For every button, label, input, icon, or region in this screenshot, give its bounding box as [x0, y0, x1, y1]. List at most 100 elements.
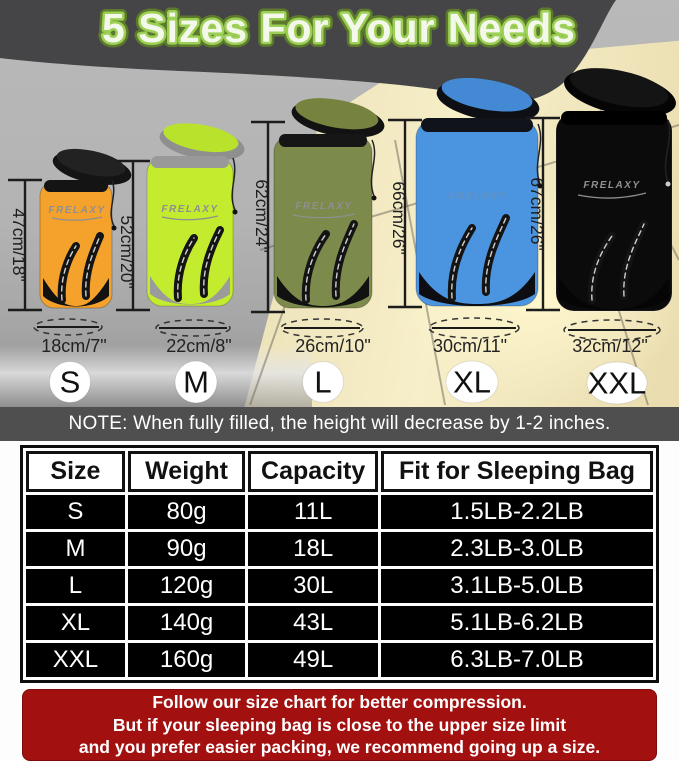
size-badge-xxl [586, 361, 648, 405]
table-header-capacity: Capacity [248, 451, 379, 492]
size-advice-box: Follow our size chart for better compres… [22, 689, 657, 761]
drawstring [370, 139, 376, 197]
brand-logo: FRELAXY [449, 191, 506, 202]
cell-size: S [26, 495, 125, 529]
cord-toggle [371, 195, 377, 201]
note-text: NOTE: When fully filled, the height will… [68, 413, 611, 434]
size-table-section: Size Weight Capacity Fit for Sleeping Ba… [0, 441, 679, 683]
brand-swoosh [292, 213, 356, 219]
brand-logo: FRELAXY [161, 204, 218, 215]
cell-weight: 80g [127, 495, 246, 529]
base-ellipse-l [280, 318, 364, 338]
size-badge-s [49, 361, 91, 403]
cell-size: M [26, 532, 125, 566]
table-header-fit: Fit for Sleeping Bag [381, 451, 653, 492]
bag-collar-xxl [561, 111, 667, 125]
cell-capacity: 43L [248, 606, 379, 640]
size-figure-s: 47cm/18" FRELAXY 18cm/7" [8, 148, 132, 403]
drawstring [536, 123, 542, 185]
advice-line-3: and you prefer easier packing, we recomm… [78, 737, 601, 758]
strap-stitching [177, 237, 195, 299]
bag-lid-l [291, 98, 385, 138]
base-ellipse-m [155, 319, 231, 337]
cell-fit: 6.3LB-7.0LB [381, 643, 653, 677]
table-row-xl: XL 140g 43L 5.1LB-6.2LB [26, 606, 653, 640]
size-figure-m: 52cm/20" FRELAXY 22cm/8" [116, 123, 245, 404]
brand-logo: FRELAXY [48, 205, 105, 216]
bag-collar-xl [421, 118, 533, 132]
base-ellipse-xxl [563, 319, 661, 341]
table-row-m: M 90g 18L 2.3LB-3.0LB [26, 532, 653, 566]
brand-logo: FRELAXY [583, 180, 640, 191]
table-header-size: Size [26, 451, 125, 492]
brand-swoosh [577, 192, 647, 199]
brand-swoosh [51, 216, 103, 221]
diameter-label-l: 26cm/10" [295, 336, 370, 356]
photo-scene: 5 Sizes For Your Needs 5 Sizes For Your … [0, 0, 679, 407]
brand-swoosh [161, 215, 219, 221]
cell-fit: 5.1LB-6.2LB [381, 606, 653, 640]
bag-lid-xl [436, 77, 540, 122]
cell-capacity: 11L [248, 495, 379, 529]
bag-body-xl [415, 119, 539, 307]
cell-weight: 90g [127, 532, 246, 566]
note-bar: NOTE: When fully filled, the height will… [0, 407, 679, 441]
size-badge-m [174, 360, 218, 404]
diameter-label-xl: 30cm/11" [433, 336, 507, 356]
height-label-xl: 66cm/26" [389, 181, 409, 254]
drawstring [231, 157, 236, 211]
bag-lid-m [159, 123, 245, 161]
drawstring [110, 179, 115, 227]
table-row-s: S 80g 11L 1.5LB-2.2LB [26, 495, 653, 529]
strap-stitching [85, 235, 101, 297]
cell-capacity: 30L [248, 569, 379, 603]
cord-toggle [232, 209, 238, 215]
base-ellipse-xl [428, 317, 520, 339]
size-badge-l [302, 361, 344, 403]
bag-lid-xxl [564, 68, 676, 117]
page-title-outline: 5 Sizes For Your Needs [102, 5, 576, 51]
height-label-l: 62cm/24" [252, 179, 272, 252]
brand-logo: FRELAXY [295, 201, 352, 212]
height-label-s: 47cm/18" [9, 208, 29, 281]
size-badge-label-l: L [314, 365, 331, 400]
header-arc [0, 0, 616, 103]
cell-capacity: 49L [248, 643, 379, 677]
cord-toggle [537, 183, 543, 189]
strap-stitching [451, 227, 473, 299]
cord-toggle [665, 181, 671, 187]
cell-size: XXL [26, 643, 125, 677]
height-label-m: 52cm/20" [117, 215, 137, 288]
cell-weight: 160g [127, 643, 246, 677]
size-badge-label-xl: XL [453, 365, 491, 400]
table-row-l: L 120g 30L 3.1LB-5.0LB [26, 569, 653, 603]
strap-stitching [305, 233, 327, 301]
diameter-label-m: 22cm/8" [166, 336, 231, 356]
size-figure-xl: 66cm/26" FRELAXY 30cm/11" XL [388, 77, 543, 404]
cell-weight: 140g [127, 606, 246, 640]
cell-capacity: 18L [248, 532, 379, 566]
advice-line-2: But if your sleeping bag is close to the… [112, 714, 567, 735]
diameter-label-s: 18cm/7" [41, 336, 106, 356]
cell-weight: 120g [127, 569, 246, 603]
strap-stitching [60, 245, 77, 301]
cord-toggle [111, 225, 117, 231]
drawstring [664, 119, 671, 183]
size-figure-xxl: 67cm/26" FRELAXY 32cm/12" [526, 68, 676, 405]
bag-collar-s [44, 180, 108, 192]
bag-collar-l [279, 134, 367, 147]
strap-stitching [335, 223, 355, 297]
size-table: Size Weight Capacity Fit for Sleeping Ba… [20, 445, 659, 683]
base-ellipse-s [33, 318, 103, 336]
height-label-xxl: 67cm/26" [527, 177, 547, 250]
scene-graphic: 5 Sizes For Your Needs 5 Sizes For Your … [0, 0, 679, 406]
table-header-row: Size Weight Capacity Fit for Sleeping Ba… [26, 451, 653, 492]
strap-stitching [203, 229, 221, 295]
size-badge-xl [445, 360, 499, 404]
cell-fit: 1.5LB-2.2LB [381, 495, 653, 529]
bag-collar-m [151, 156, 229, 168]
size-badge-label-m: M [183, 365, 209, 400]
table-row-xxl: XXL 160g 49L 6.3LB-7.0LB [26, 643, 653, 677]
size-badge-label-s: S [60, 365, 81, 400]
